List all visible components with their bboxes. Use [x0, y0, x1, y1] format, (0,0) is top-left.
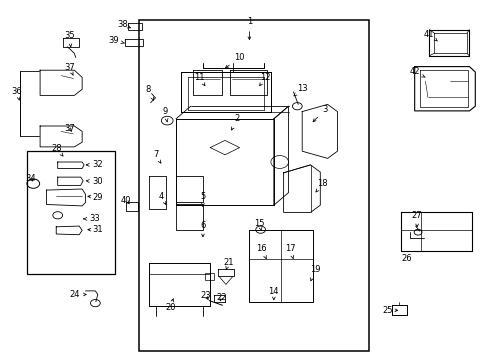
Text: 15: 15	[253, 219, 264, 231]
Text: 9: 9	[163, 107, 167, 122]
Text: 31: 31	[88, 225, 103, 234]
Text: 2: 2	[231, 114, 239, 130]
Text: 8: 8	[145, 85, 153, 100]
Text: 27: 27	[411, 211, 422, 227]
Text: 34: 34	[25, 174, 36, 183]
Text: 13: 13	[293, 84, 307, 96]
Bar	[139, 20, 368, 351]
Text: 41: 41	[423, 30, 436, 41]
Text: 11: 11	[194, 73, 204, 86]
Text: 19: 19	[309, 266, 320, 281]
Text: 18: 18	[315, 179, 327, 192]
Text: 28: 28	[51, 144, 63, 156]
Text: 25: 25	[382, 306, 397, 315]
Text: 30: 30	[86, 177, 103, 186]
Text: 22: 22	[216, 292, 226, 302]
Text: 21: 21	[223, 258, 234, 270]
Text: 37: 37	[64, 124, 75, 133]
Text: 39: 39	[108, 36, 124, 45]
Text: 37: 37	[64, 63, 75, 75]
Text: 26: 26	[401, 254, 411, 263]
Text: 20: 20	[164, 299, 175, 312]
Text: 29: 29	[88, 193, 103, 202]
Text: 6: 6	[200, 220, 205, 237]
Text: 7: 7	[153, 150, 161, 163]
Text: 32: 32	[86, 161, 103, 169]
Text: 4: 4	[159, 192, 165, 204]
Text: 5: 5	[200, 192, 205, 206]
Text: 38: 38	[117, 20, 130, 29]
Text: 12: 12	[259, 73, 270, 86]
Text: 16: 16	[256, 244, 266, 258]
Text: 42: 42	[408, 68, 425, 77]
Text: 36: 36	[12, 87, 22, 100]
Text: 14: 14	[268, 287, 279, 300]
Text: 35: 35	[64, 31, 75, 47]
Text: 10: 10	[225, 53, 244, 68]
Bar	[27, 151, 115, 274]
Text: 17: 17	[284, 244, 295, 258]
Text: 3: 3	[312, 105, 327, 122]
Text: 33: 33	[83, 214, 100, 223]
Text: 24: 24	[69, 290, 86, 299]
Text: 23: 23	[200, 291, 210, 300]
Text: 1: 1	[246, 17, 251, 40]
Bar	[205, 273, 214, 280]
Text: 40: 40	[121, 197, 131, 205]
